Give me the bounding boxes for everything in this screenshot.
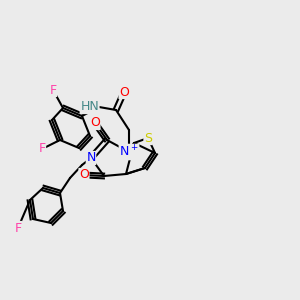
- Text: O: O: [79, 169, 89, 182]
- Text: N: N: [86, 152, 96, 164]
- Text: HN: HN: [80, 100, 99, 113]
- Text: O: O: [119, 85, 129, 98]
- Text: N$^+$: N$^+$: [119, 144, 139, 160]
- Text: O: O: [90, 116, 100, 130]
- Text: F: F: [50, 83, 57, 97]
- Text: S: S: [144, 131, 152, 145]
- Text: F: F: [14, 221, 22, 235]
- Text: F: F: [38, 142, 46, 155]
